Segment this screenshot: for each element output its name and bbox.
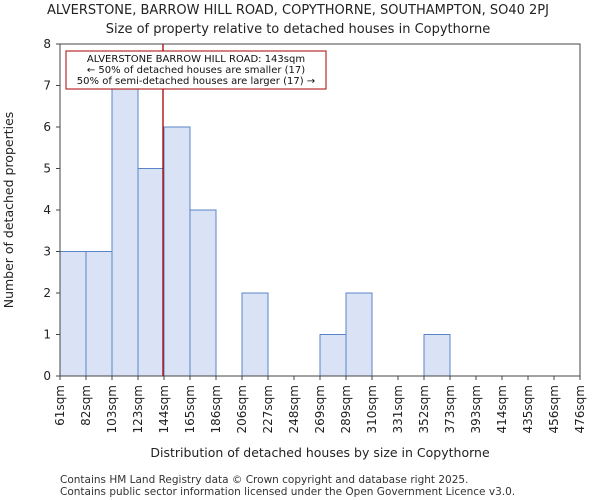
y-axis-label: Number of detached properties xyxy=(1,112,16,309)
footer-line-1: Contains HM Land Registry data © Crown c… xyxy=(60,474,468,486)
x-tick-label: 393sqm xyxy=(469,385,483,433)
x-tick-label: 227sqm xyxy=(261,385,275,433)
x-tick-label: 289sqm xyxy=(339,385,353,433)
bars-group xyxy=(60,86,450,377)
x-tick-label: 476sqm xyxy=(573,385,587,433)
bar-123sqm xyxy=(138,169,164,377)
x-tick-label: 144sqm xyxy=(157,385,171,433)
annotation-box: ALVERSTONE BARROW HILL ROAD: 143sqm ← 50… xyxy=(66,51,326,89)
bar-61sqm xyxy=(60,252,86,377)
y-tick-label: 7 xyxy=(43,79,51,93)
x-tick-label: 373sqm xyxy=(443,385,457,433)
bar-144sqm xyxy=(164,127,190,376)
y-tick-label: 2 xyxy=(43,286,51,300)
x-tick-label: 103sqm xyxy=(105,385,119,433)
bar-269sqm xyxy=(320,335,346,377)
footer-line-2: Contains public sector information licen… xyxy=(60,486,515,498)
x-tick-label: 248sqm xyxy=(287,385,301,433)
y-tick-label: 1 xyxy=(43,328,51,342)
x-tick-label: 331sqm xyxy=(391,385,405,433)
x-tick-label: 310sqm xyxy=(365,385,379,433)
x-tick-label: 186sqm xyxy=(209,385,223,433)
y-axis-ticks: 0 1 2 3 4 5 6 7 8 xyxy=(43,37,60,383)
x-tick-label: 123sqm xyxy=(131,385,145,433)
x-tick-label: 435sqm xyxy=(521,385,535,433)
bar-206sqm xyxy=(242,293,268,376)
y-tick-label: 4 xyxy=(43,203,51,217)
annotation-line-2: ← 50% of detached houses are smaller (17… xyxy=(87,65,305,76)
y-tick-label: 6 xyxy=(43,120,51,134)
annotation-line-1: ALVERSTONE BARROW HILL ROAD: 143sqm xyxy=(87,54,305,65)
x-axis-ticks: 61sqm 82sqm 103sqm 123sqm 144sqm 165sqm 186sqm… xyxy=(53,376,587,433)
y-tick-label: 3 xyxy=(43,245,51,259)
x-tick-label: 414sqm xyxy=(495,385,509,433)
x-axis-label: Distribution of detached houses by size … xyxy=(150,445,490,460)
bar-103sqm xyxy=(112,86,138,377)
y-tick-label: 0 xyxy=(43,369,51,383)
y-tick-label: 8 xyxy=(43,37,51,51)
bar-289sqm xyxy=(346,293,372,376)
x-tick-label: 269sqm xyxy=(313,385,327,433)
annotation-line-3: 50% of semi-detached houses are larger (… xyxy=(77,76,315,87)
x-tick-label: 206sqm xyxy=(235,385,249,433)
x-tick-label: 352sqm xyxy=(417,385,431,433)
chart-title: ALVERSTONE, BARROW HILL ROAD, COPYTHORNE… xyxy=(47,3,549,18)
bar-352sqm xyxy=(424,335,450,377)
x-tick-label: 61sqm xyxy=(53,385,67,426)
y-tick-label: 5 xyxy=(43,162,51,176)
x-tick-label: 82sqm xyxy=(79,385,93,426)
chart: ALVERSTONE, BARROW HILL ROAD, COPYTHORNE… xyxy=(0,0,600,500)
bar-165sqm xyxy=(190,210,216,376)
chart-subtitle: Size of property relative to detached ho… xyxy=(106,22,490,37)
x-tick-label: 165sqm xyxy=(183,385,197,433)
bar-82sqm xyxy=(86,252,112,377)
x-tick-label: 456sqm xyxy=(547,385,561,433)
